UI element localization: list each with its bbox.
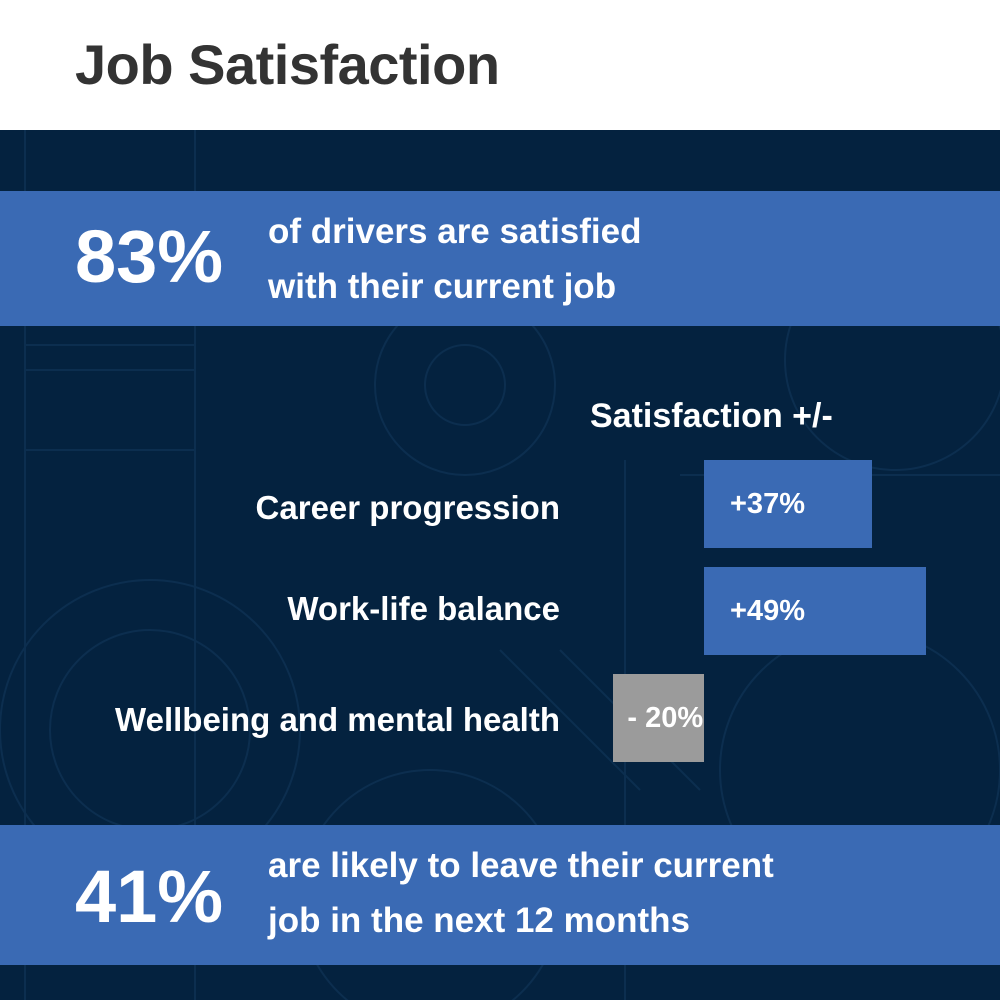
satisfaction-chart: Satisfaction +/- Career progression +37% W… xyxy=(0,130,1000,1000)
bar: +49% xyxy=(704,567,926,655)
category-label: Career progression xyxy=(255,489,560,526)
stat-satisfied-value: 83% xyxy=(75,215,224,298)
stat-leave-value: 41% xyxy=(75,855,224,938)
stat-leave-line-2: job in the next 12 months xyxy=(268,901,690,940)
stat-leave-text: are likely to leave their current job in… xyxy=(268,838,774,948)
stat-satisfied-text: of drivers are satisfied with their curr… xyxy=(268,204,642,314)
header: Job Satisfaction xyxy=(0,0,1000,130)
category-label: Wellbeing and mental health xyxy=(115,701,560,738)
bar-value-label: +37% xyxy=(730,488,805,520)
stat-satisfied-line-1: of drivers are satisfied xyxy=(268,212,642,251)
category-label: Work-life balance xyxy=(287,590,560,627)
bar-value-label: - 20% xyxy=(627,702,704,734)
stat-satisfied-line-2: with their current job xyxy=(268,267,617,306)
bar: - 20% xyxy=(613,674,704,762)
stat-leave-band: 41% are likely to leave their current jo… xyxy=(0,825,1000,965)
page-title: Job Satisfaction xyxy=(75,33,500,96)
infographic-panel: 83% of drivers are satisfied with their … xyxy=(0,130,1000,1000)
chart-title: Satisfaction +/- xyxy=(590,397,833,435)
stat-leave-line-1: are likely to leave their current xyxy=(268,846,774,885)
bar: +37% xyxy=(704,460,872,548)
stat-satisfied-band: 83% of drivers are satisfied with their … xyxy=(0,191,1000,326)
bar-value-label: +49% xyxy=(730,595,805,627)
